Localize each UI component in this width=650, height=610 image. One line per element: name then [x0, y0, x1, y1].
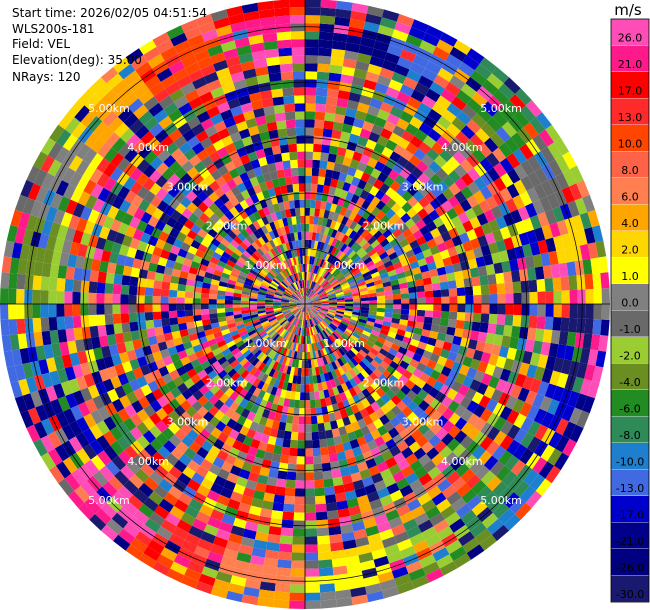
colorbar-segment	[611, 443, 649, 470]
range-ring-label: 4.00km	[441, 141, 483, 154]
range-ring-label: 5.00km	[480, 494, 522, 507]
range-ring-label: 3.00km	[167, 416, 209, 429]
colorbar-segment	[611, 45, 649, 73]
colorbar-segment	[611, 125, 649, 152]
nrays-label: NRays: 120	[12, 70, 81, 84]
colorbar-unit-label: m/s	[614, 1, 642, 19]
colorbar-segment	[611, 231, 649, 258]
range-ring-label: 3.00km	[402, 180, 444, 193]
range-ring-label: 4.00km	[127, 455, 169, 468]
colorbar-segment	[611, 469, 649, 497]
colorbar-segment	[611, 151, 649, 179]
colorbar-tick-label: 2.0	[621, 244, 639, 257]
colorbar-segment	[611, 496, 649, 523]
range-ring-label: 4.00km	[441, 455, 483, 468]
colorbar-tick-label: -26.0	[616, 562, 644, 575]
range-ring-label: 2.00km	[206, 220, 248, 233]
range-ring-label: 2.00km	[206, 376, 248, 389]
colorbar-tick-label: -13.0	[616, 482, 644, 495]
colorbar-tick-label: 13.0	[618, 111, 643, 124]
colorbar-segment	[611, 257, 649, 285]
colorbar-segment	[611, 363, 649, 391]
colorbar-segment	[611, 575, 649, 603]
colorbar-tick-label: -2.0	[619, 350, 640, 363]
range-ring-label: 1.00km	[323, 259, 365, 272]
range-ring-label: 4.00km	[127, 141, 169, 154]
colorbar-tick-label: -6.0	[619, 403, 640, 416]
colorbar-segment	[611, 204, 649, 232]
colorbar-tick-label: -30.0	[616, 588, 644, 601]
range-ring-label: 3.00km	[402, 416, 444, 429]
colorbar-segment	[611, 337, 649, 364]
colorbar-tick-label: -21.0	[616, 535, 644, 548]
colorbar-segment	[611, 284, 649, 311]
range-ring-label: 2.00km	[363, 376, 405, 389]
colorbar-tick-label: 4.0	[621, 217, 639, 230]
range-ring-label: 2.00km	[363, 220, 405, 233]
colorbar-frame	[610, 18, 650, 603]
range-ring-label: 3.00km	[167, 180, 209, 193]
colorbar-segment	[611, 522, 649, 550]
velocity-field	[0, 0, 610, 609]
colorbar-tick-label: 6.0	[621, 191, 639, 204]
colorbar-segment	[611, 178, 649, 205]
colorbar-tick-label: 8.0	[621, 164, 639, 177]
instrument-label: WLS200s-181	[12, 22, 95, 36]
colorbar-tick-label: -8.0	[619, 429, 640, 442]
range-ring-label: 5.00km	[88, 102, 130, 115]
colorbar-tick-label: -1.0	[619, 323, 640, 336]
range-ring-label: 5.00km	[88, 494, 130, 507]
colorbar-tick-label: 17.0	[618, 85, 643, 98]
colorbar-segment	[611, 310, 649, 338]
colorbar-tick-label: 1.0	[621, 270, 639, 283]
colorbar-segment	[611, 416, 649, 444]
range-ring-label: 1.00km	[323, 337, 365, 350]
colorbar-segment	[611, 72, 649, 99]
colorbar-segment	[611, 390, 649, 417]
range-ring-label: 1.00km	[245, 337, 287, 350]
start-time-label: Start time: 2026/02/05 04:51:54	[12, 6, 207, 20]
range-ring-label: 5.00km	[480, 102, 522, 115]
colorbar-tick-label: 21.0	[618, 58, 643, 71]
range-ring-label: 1.00km	[245, 259, 287, 272]
colorbar-tick-label: 26.0	[618, 32, 643, 45]
field-label: Field: VEL	[12, 37, 71, 51]
colorbar-segment	[611, 19, 649, 46]
colorbar-tick-label: 10.0	[618, 138, 643, 151]
colorbar-segment	[611, 98, 649, 126]
colorbar-tick-label: -4.0	[619, 376, 640, 389]
colorbar-tick-label: -10.0	[616, 456, 644, 469]
colorbar-segment	[611, 549, 649, 576]
elevation-label: Elevation(deg): 35.00	[12, 53, 142, 67]
colorbar-tick-label: -17.0	[616, 509, 644, 522]
colorbar-tick-label: 0.0	[621, 297, 639, 310]
